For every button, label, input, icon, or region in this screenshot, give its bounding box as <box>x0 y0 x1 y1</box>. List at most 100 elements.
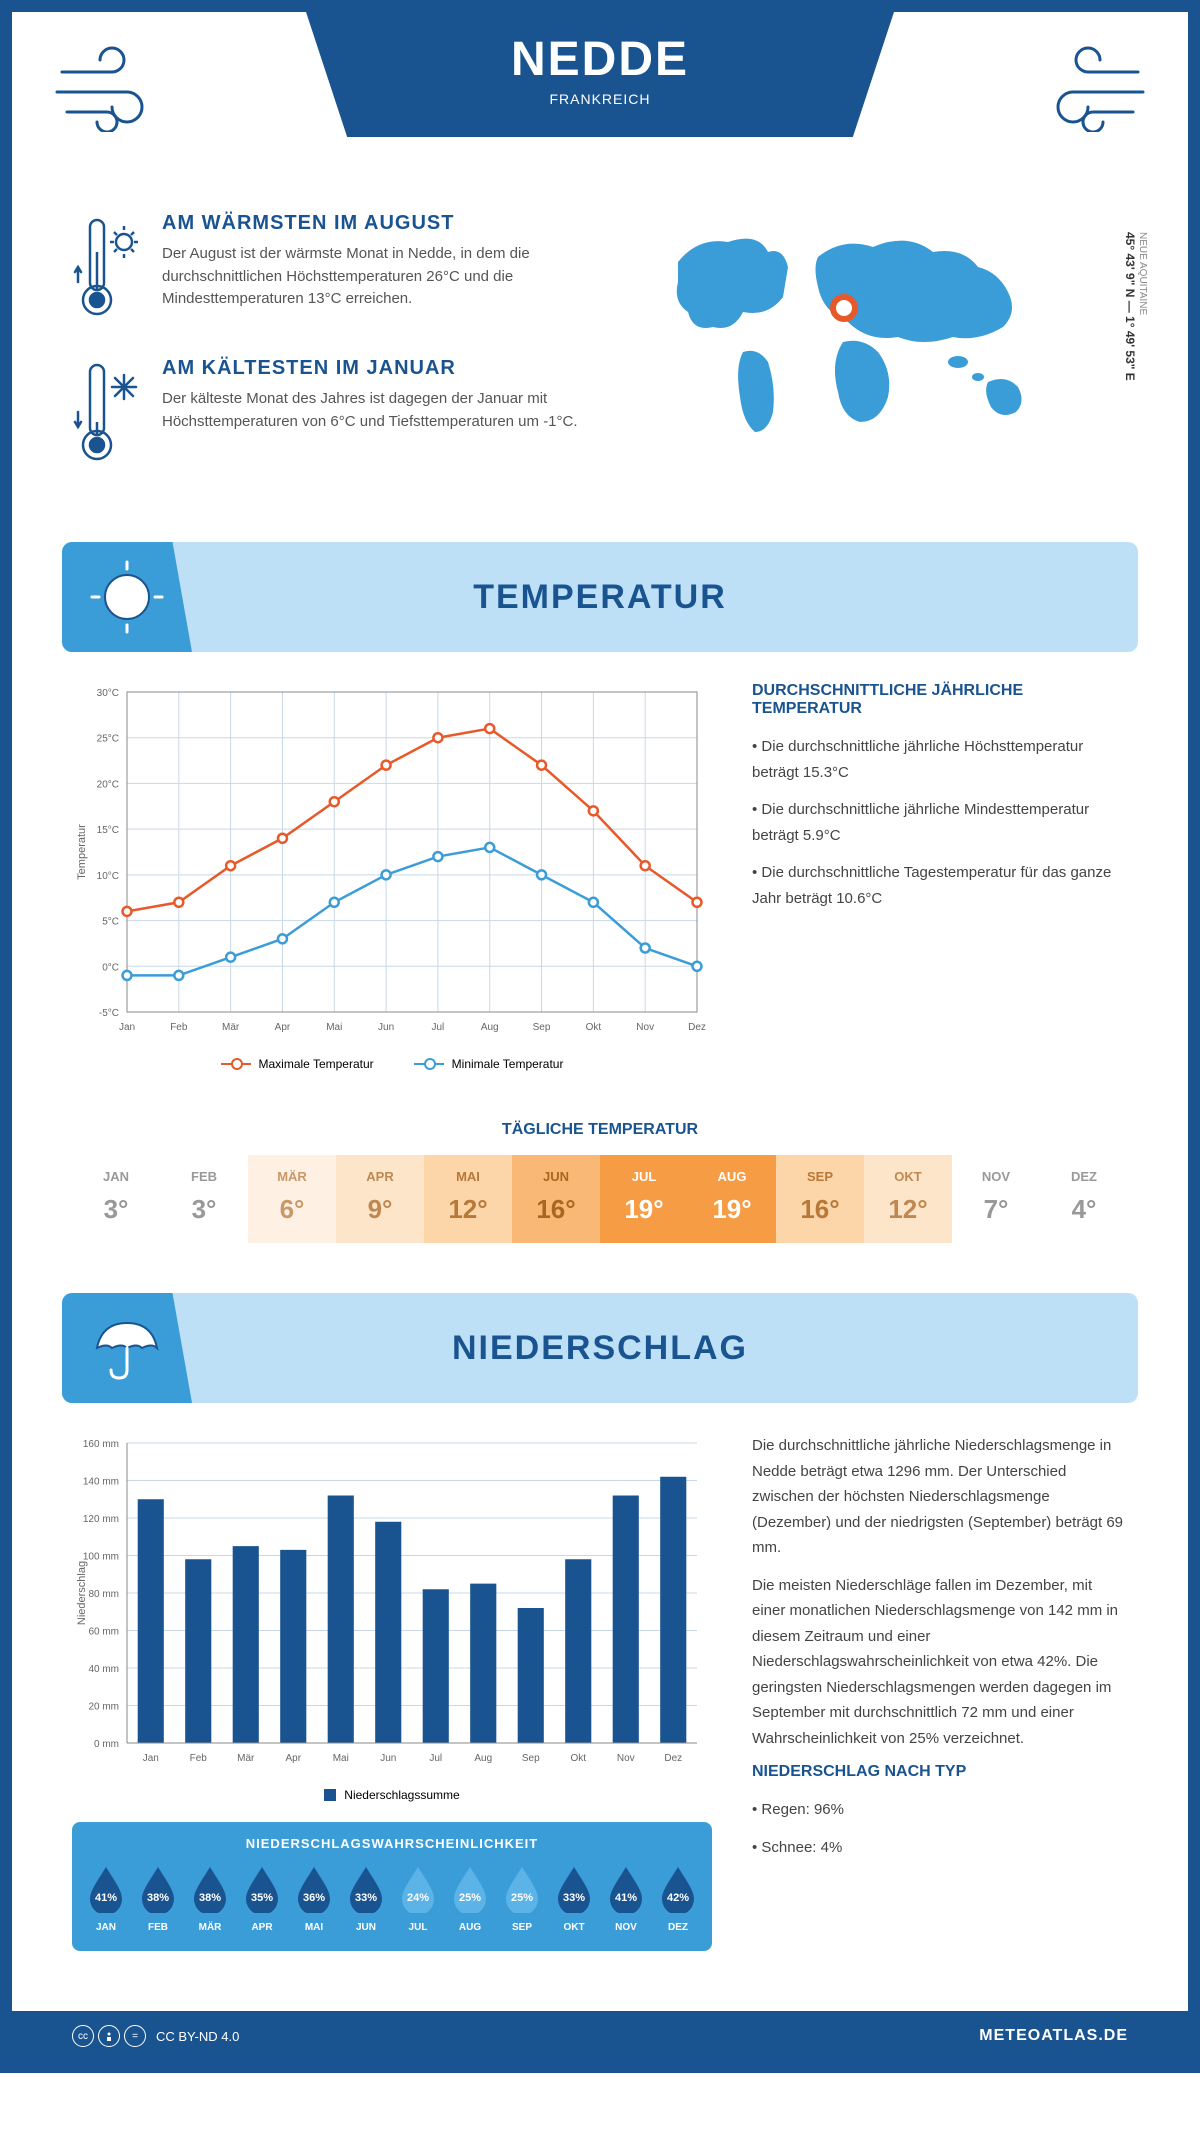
svg-text:30°C: 30°C <box>97 688 119 699</box>
temp-summary: DURCHSCHNITTLICHE JÄHRLICHE TEMPERATUR D… <box>752 682 1128 1071</box>
page-root: NEDDE FRANKREICH AM WÄRMSTEN IM AUGUST D… <box>0 0 1200 2073</box>
svg-text:Apr: Apr <box>275 1022 291 1033</box>
temp-legend: Maximale Temperatur Minimale Temperatur <box>72 1057 712 1071</box>
precip-probability-box: NIEDERSCHLAGSWAHRSCHEINLICHKEIT 41%JAN38… <box>72 1822 712 1951</box>
svg-text:Nov: Nov <box>617 1753 635 1764</box>
svg-text:Jun: Jun <box>380 1753 396 1764</box>
svg-text:Dez: Dez <box>688 1022 706 1033</box>
city-title: NEDDE <box>306 32 894 87</box>
svg-text:Feb: Feb <box>170 1022 188 1033</box>
warmest-block: AM WÄRMSTEN IM AUGUST Der August ist der… <box>72 212 608 327</box>
svg-text:10°C: 10°C <box>97 871 119 882</box>
footer: cc = CC BY-ND 4.0 METEOATLAS.DE <box>12 2011 1188 2061</box>
precip-prob-drop: 24%JUL <box>394 1865 442 1933</box>
svg-text:Okt: Okt <box>570 1753 586 1764</box>
coldest-text: Der kälteste Monat des Jahres ist dagege… <box>162 388 608 433</box>
svg-text:0°C: 0°C <box>102 962 119 973</box>
svg-text:140 mm: 140 mm <box>83 1477 119 1488</box>
precip-legend: Niederschlagssumme <box>72 1788 712 1802</box>
svg-text:Jun: Jun <box>378 1022 394 1033</box>
footer-site: METEOATLAS.DE <box>979 2027 1128 2045</box>
header: NEDDE FRANKREICH <box>12 12 1188 212</box>
precip-summary: Die durchschnittliche jährliche Niedersc… <box>752 1433 1128 1951</box>
sun-icon <box>62 542 192 652</box>
daily-temp-cell: JUL19° <box>600 1155 688 1243</box>
daily-temp-cell: MAI12° <box>424 1155 512 1243</box>
precip-type-item: Regen: 96% <box>752 1797 1128 1823</box>
svg-text:24%: 24% <box>407 1892 429 1904</box>
svg-text:38%: 38% <box>147 1892 169 1904</box>
by-icon <box>98 2025 120 2047</box>
info-section: AM WÄRMSTEN IM AUGUST Der August ist der… <box>12 212 1188 542</box>
svg-text:160 mm: 160 mm <box>83 1439 119 1450</box>
svg-text:Feb: Feb <box>190 1753 208 1764</box>
daily-temp-cell: DEZ4° <box>1040 1155 1128 1243</box>
wind-icon-left <box>52 42 172 137</box>
svg-text:41%: 41% <box>615 1892 637 1904</box>
wind-icon-right <box>1028 42 1148 137</box>
thermometer-hot-icon <box>72 212 142 327</box>
precip-prob-drop: 25%SEP <box>498 1865 546 1933</box>
temperature-section-header: TEMPERATUR <box>62 542 1138 652</box>
daily-temp-cell: FEB3° <box>160 1155 248 1243</box>
precip-prob-drop: 25%AUG <box>446 1865 494 1933</box>
precip-prob-drop: 38%MÄR <box>186 1865 234 1933</box>
coldest-title: AM KÄLTESTEN IM JANUAR <box>162 357 608 380</box>
temp-summary-item: Die durchschnittliche jährliche Mindestt… <box>752 797 1128 848</box>
svg-text:Mär: Mär <box>237 1753 255 1764</box>
svg-text:60 mm: 60 mm <box>88 1627 119 1638</box>
precip-prob-drop: 36%MAI <box>290 1865 338 1933</box>
svg-text:Jan: Jan <box>143 1753 159 1764</box>
precipitation-title: NIEDERSCHLAG <box>452 1329 748 1368</box>
svg-text:15°C: 15°C <box>97 825 119 836</box>
svg-text:100 mm: 100 mm <box>83 1552 119 1563</box>
temperature-line-chart: -5°C0°C5°C10°C15°C20°C25°C30°CJanFebMärA… <box>72 682 712 1042</box>
precip-prob-drop: 33%JUN <box>342 1865 390 1933</box>
temp-chart-area: -5°C0°C5°C10°C15°C20°C25°C30°CJanFebMärA… <box>12 682 1188 1101</box>
daily-temp-cell: JAN3° <box>72 1155 160 1243</box>
precipitation-section-header: NIEDERSCHLAG <box>62 1293 1138 1403</box>
svg-text:Jan: Jan <box>119 1022 135 1033</box>
svg-text:80 mm: 80 mm <box>88 1589 119 1600</box>
daily-temp-cell: APR9° <box>336 1155 424 1243</box>
svg-text:25%: 25% <box>459 1892 481 1904</box>
map-container: NEUE AQUITAINE 45° 43' 9" N — 1° 49' 53"… <box>648 212 1128 502</box>
svg-text:33%: 33% <box>355 1892 377 1904</box>
precip-prob-drop: 42%DEZ <box>654 1865 702 1933</box>
svg-text:Jul: Jul <box>429 1753 442 1764</box>
svg-text:Apr: Apr <box>285 1753 301 1764</box>
svg-text:25%: 25% <box>511 1892 533 1904</box>
svg-text:Mär: Mär <box>222 1022 240 1033</box>
nd-icon: = <box>124 2025 146 2047</box>
svg-text:120 mm: 120 mm <box>83 1514 119 1525</box>
daily-temp-title: TÄGLICHE TEMPERATUR <box>12 1121 1188 1139</box>
svg-text:Aug: Aug <box>481 1022 499 1033</box>
svg-text:Dez: Dez <box>664 1753 682 1764</box>
thermometer-cold-icon <box>72 357 142 472</box>
coldest-block: AM KÄLTESTEN IM JANUAR Der kälteste Mona… <box>72 357 608 472</box>
cc-icon: cc <box>72 2025 94 2047</box>
temp-summary-item: Die durchschnittliche Tagestemperatur fü… <box>752 860 1128 911</box>
svg-text:40 mm: 40 mm <box>88 1664 119 1675</box>
warmest-text: Der August ist der wärmste Monat in Nedd… <box>162 243 608 311</box>
daily-temp-cell: NOV7° <box>952 1155 1040 1243</box>
daily-temp-cell: SEP16° <box>776 1155 864 1243</box>
precip-prob-drop: 41%NOV <box>602 1865 650 1933</box>
umbrella-icon <box>62 1293 192 1403</box>
svg-text:33%: 33% <box>563 1892 585 1904</box>
svg-text:Aug: Aug <box>474 1753 492 1764</box>
svg-text:Sep: Sep <box>522 1753 540 1764</box>
daily-temp-grid: JAN3°FEB3°MÄR6°APR9°MAI12°JUN16°JUL19°AU… <box>72 1155 1128 1243</box>
title-banner: NEDDE FRANKREICH <box>306 12 894 137</box>
info-left: AM WÄRMSTEN IM AUGUST Der August ist der… <box>72 212 608 502</box>
svg-text:38%: 38% <box>199 1892 221 1904</box>
svg-text:Nov: Nov <box>636 1022 654 1033</box>
svg-text:Niederschlag: Niederschlag <box>76 1561 88 1625</box>
svg-text:35%: 35% <box>251 1892 273 1904</box>
precip-prob-drop: 35%APR <box>238 1865 286 1933</box>
daily-temp-cell: JUN16° <box>512 1155 600 1243</box>
precipitation-bar-chart: 0 mm20 mm40 mm60 mm80 mm100 mm120 mm140 … <box>72 1433 712 1773</box>
svg-text:Jul: Jul <box>432 1022 445 1033</box>
precip-chart-area: 0 mm20 mm40 mm60 mm80 mm100 mm120 mm140 … <box>12 1433 1188 1981</box>
precip-type-item: Schnee: 4% <box>752 1835 1128 1861</box>
